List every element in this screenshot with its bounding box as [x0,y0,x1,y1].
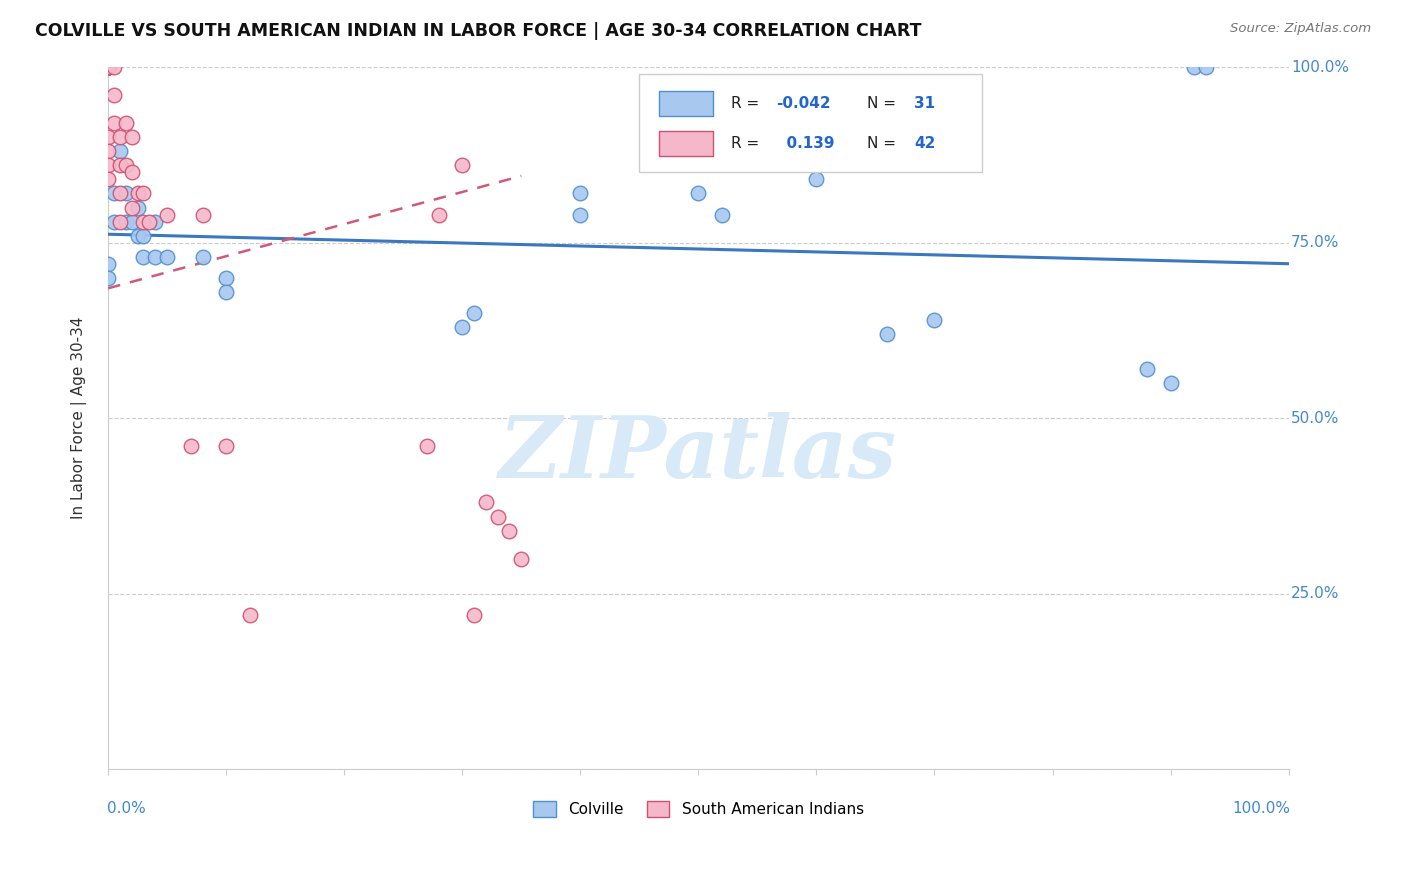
Point [156,250,179,264]
Point [451,158,474,172]
Point [97,158,120,172]
Point [475,495,498,509]
Point [108,186,131,201]
Point [924,313,946,327]
Point [710,208,733,222]
Text: R =: R = [731,136,765,151]
Point [1195,60,1218,74]
Point [108,214,131,228]
Point [156,208,179,222]
Point [132,250,155,264]
Point [103,214,125,228]
Point [97,60,120,74]
Point [451,319,474,334]
Text: 0.0%: 0.0% [107,801,146,816]
Y-axis label: In Labor Force | Age 30-34: In Labor Force | Age 30-34 [72,317,87,519]
Point [143,214,166,228]
Point [427,208,450,222]
Text: 42: 42 [914,136,936,151]
Point [569,186,592,201]
Text: N =: N = [868,95,901,111]
Point [688,186,710,201]
Legend: Colville, South American Indians: Colville, South American Indians [526,794,872,825]
Point [97,60,120,74]
Point [416,439,439,453]
FancyBboxPatch shape [659,91,713,116]
Point [191,208,214,222]
Point [108,158,131,172]
Text: Source: ZipAtlas.com: Source: ZipAtlas.com [1230,22,1371,36]
Point [463,607,485,622]
Point [97,60,120,74]
Point [97,145,120,159]
Point [143,250,166,264]
Point [97,60,120,74]
FancyBboxPatch shape [640,74,981,172]
Point [1136,362,1159,376]
Point [103,116,125,130]
Text: R =: R = [731,95,765,111]
Point [806,172,828,186]
Point [103,186,125,201]
Text: 100.0%: 100.0% [1232,801,1289,816]
Text: 100.0%: 100.0% [1291,60,1348,75]
Point [180,439,202,453]
Point [127,201,149,215]
Point [97,257,120,271]
Point [114,158,136,172]
Point [121,201,143,215]
Point [510,551,533,566]
Point [103,60,125,74]
Point [97,270,120,285]
FancyBboxPatch shape [659,131,713,156]
Point [1182,60,1205,74]
Point [97,60,120,74]
Point [121,165,143,179]
Point [114,186,136,201]
Point [463,306,485,320]
Point [215,285,238,299]
Point [114,116,136,130]
Point [121,130,143,145]
Text: ZIPatlas: ZIPatlas [499,411,897,495]
Point [97,60,120,74]
Point [97,60,120,74]
Text: 31: 31 [914,95,935,111]
Point [127,186,149,201]
Point [97,172,120,186]
Point [97,60,120,74]
Point [876,326,898,341]
Point [132,186,155,201]
Point [103,88,125,103]
Point [108,145,131,159]
Point [127,228,149,243]
Text: COLVILLE VS SOUTH AMERICAN INDIAN IN LABOR FORCE | AGE 30-34 CORRELATION CHART: COLVILLE VS SOUTH AMERICAN INDIAN IN LAB… [35,22,922,40]
Point [138,214,160,228]
Point [132,214,155,228]
Text: 50.0%: 50.0% [1291,410,1340,425]
Point [114,214,136,228]
Text: 0.139: 0.139 [776,136,835,151]
Point [97,60,120,74]
Text: 25.0%: 25.0% [1291,586,1340,601]
Point [239,607,262,622]
Point [191,250,214,264]
Text: 75.0%: 75.0% [1291,235,1340,250]
Point [215,270,238,285]
Text: -0.042: -0.042 [776,95,831,111]
Point [569,208,592,222]
Point [486,509,509,524]
Point [121,214,143,228]
Point [1160,376,1182,390]
Text: N =: N = [868,136,901,151]
Point [97,130,120,145]
Point [132,228,155,243]
Point [215,439,238,453]
Point [108,130,131,145]
Point [498,524,520,538]
